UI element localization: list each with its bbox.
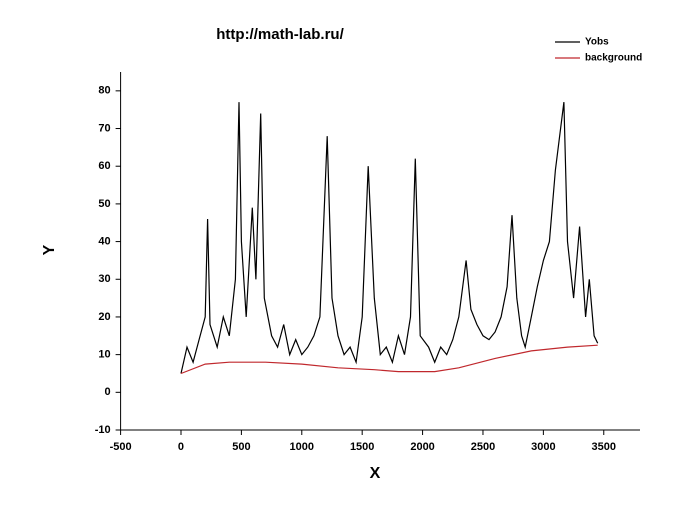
x-tick-label: 2500 bbox=[471, 441, 495, 453]
y-tick-label: -10 bbox=[95, 424, 111, 436]
y-tick-label: 50 bbox=[98, 198, 110, 210]
x-tick-label: -500 bbox=[110, 441, 132, 453]
x-tick-label: 500 bbox=[232, 441, 250, 453]
x-tick-label: 1000 bbox=[290, 441, 314, 453]
y-tick-label: 40 bbox=[98, 235, 110, 247]
x-tick-label: 1500 bbox=[350, 441, 374, 453]
legend-label: Yobs bbox=[585, 37, 609, 48]
chart-title: http://math-lab.ru/ bbox=[216, 26, 344, 43]
y-tick-label: 80 bbox=[98, 85, 110, 97]
y-axis-label: Y bbox=[41, 244, 58, 255]
x-axis-label: X bbox=[370, 465, 381, 482]
data-line bbox=[180, 344, 598, 375]
data-line bbox=[180, 102, 599, 374]
y-tick-label: 60 bbox=[98, 160, 110, 172]
y-tick-label: 10 bbox=[98, 349, 110, 361]
x-tick-label: 2000 bbox=[410, 441, 434, 453]
x-tick-label: 0 bbox=[178, 441, 184, 453]
y-tick-label: 0 bbox=[104, 386, 110, 398]
y-tick-label: 70 bbox=[98, 122, 110, 134]
y-tick-label: 30 bbox=[98, 273, 110, 285]
x-tick-label: 3000 bbox=[531, 441, 555, 453]
x-tick-label: 3500 bbox=[592, 441, 616, 453]
legend-label: background bbox=[585, 53, 642, 64]
y-tick-label: 20 bbox=[98, 311, 110, 323]
